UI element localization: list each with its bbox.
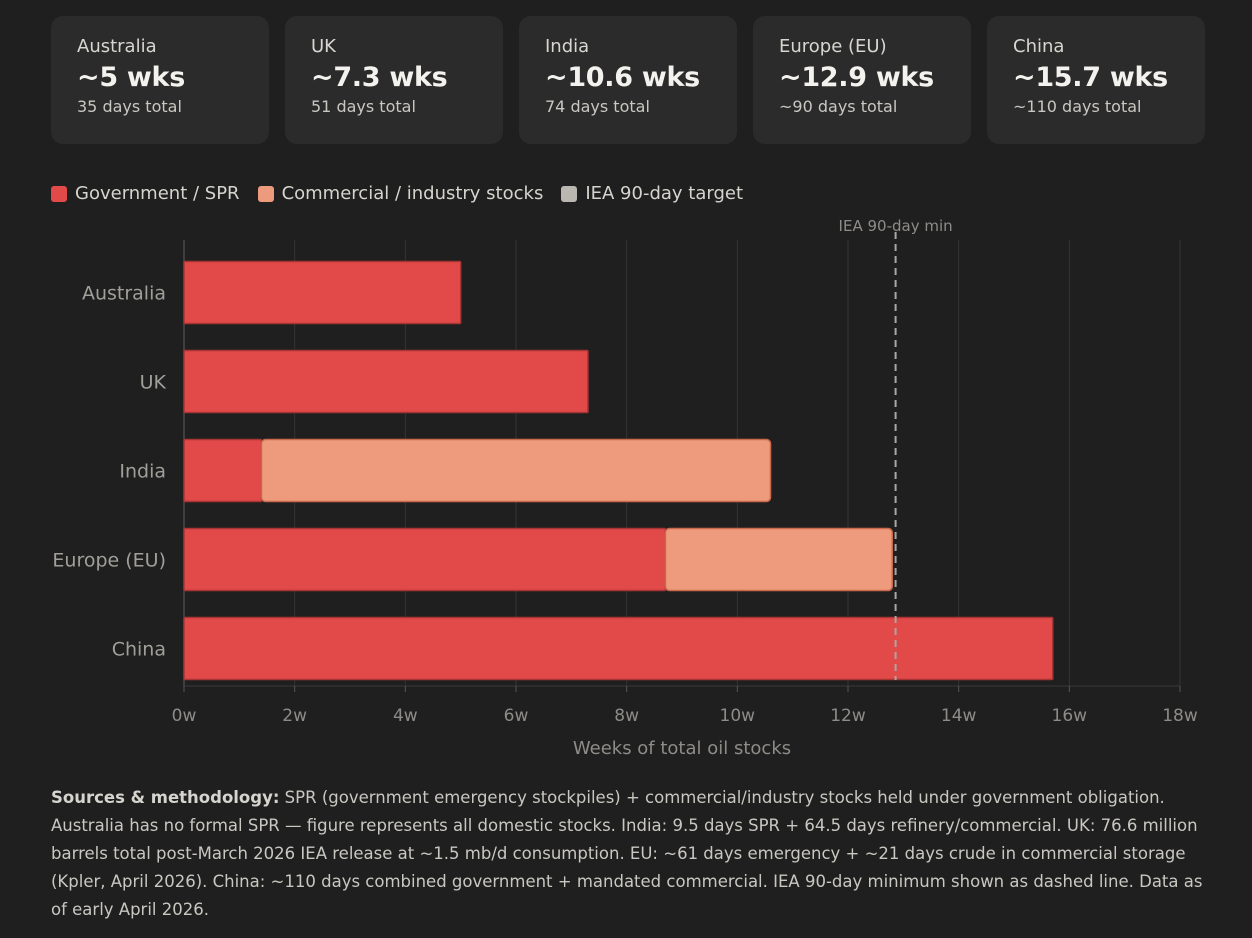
legend-label: Commercial / industry stocks bbox=[281, 183, 544, 204]
x-tick-label: 12w bbox=[830, 706, 866, 726]
card-country: Europe (EU) bbox=[779, 36, 887, 57]
sources-heading: Sources & methodology: bbox=[51, 788, 280, 807]
card-weeks: ~7.3 wks bbox=[311, 62, 448, 93]
x-tick-label: 10w bbox=[720, 706, 756, 726]
y-category-label: UK bbox=[140, 372, 167, 394]
legend-item-government: Government / SPR bbox=[51, 183, 240, 204]
legend-swatch bbox=[51, 185, 67, 202]
card-country: UK bbox=[311, 36, 336, 57]
legend-label: Government / SPR bbox=[75, 183, 240, 204]
bar-europe-eu--government bbox=[183, 527, 667, 592]
bar-australia-government bbox=[183, 260, 462, 325]
y-category-label: Australia bbox=[82, 283, 166, 305]
y-category-label: China bbox=[112, 639, 166, 661]
x-tick-label: 14w bbox=[941, 706, 977, 726]
summary-card-china: China ~15.7 wks ~110 days total bbox=[987, 16, 1205, 144]
summary-card-india: India ~10.6 wks 74 days total bbox=[519, 16, 737, 144]
legend-item-commercial: Commercial / industry stocks bbox=[257, 183, 544, 204]
stock-bar-chart: 0w 2w 4w 6w 8w 10w 12w 14w 16w 18w Australia UK Indi… bbox=[52, 217, 1198, 759]
card-days: ~90 days total bbox=[779, 97, 898, 116]
card-country: Australia bbox=[77, 36, 157, 57]
card-weeks: ~10.6 wks bbox=[545, 62, 700, 93]
x-tick-label: 18w bbox=[1162, 706, 1198, 726]
card-days: 51 days total bbox=[311, 97, 416, 116]
card-weeks: ~5 wks bbox=[77, 62, 185, 93]
bar-china-government bbox=[183, 616, 1054, 681]
x-tick-label: 8w bbox=[614, 706, 639, 726]
x-axis-title: Weeks of total oil stocks bbox=[573, 738, 791, 759]
card-days: 74 days total bbox=[545, 97, 650, 116]
legend-swatch bbox=[561, 185, 578, 202]
card-weeks: ~15.7 wks bbox=[1013, 62, 1168, 93]
iea-target-label: IEA 90-day min bbox=[839, 217, 953, 235]
legend-swatch bbox=[257, 185, 274, 202]
sources-text: SPR (government emergency stockpiles) + … bbox=[51, 788, 1203, 919]
bar-uk-government bbox=[183, 349, 589, 414]
x-tick-label: 2w bbox=[282, 706, 307, 726]
x-tick-label: 0w bbox=[172, 706, 197, 726]
sources-note: Sources & methodology: SPR (government e… bbox=[51, 784, 1211, 924]
summary-card-australia: Australia ~5 wks 35 days total bbox=[51, 16, 269, 144]
legend-label: IEA 90-day target bbox=[585, 183, 744, 204]
summary-card-uk: UK ~7.3 wks 51 days total bbox=[285, 16, 503, 144]
card-country: India bbox=[545, 36, 590, 57]
bar-india-government bbox=[183, 438, 263, 503]
card-days: ~110 days total bbox=[1013, 97, 1142, 116]
y-category-label: India bbox=[119, 461, 166, 483]
summary-cards: Australia ~5 wks 35 days total UK ~7.3 w… bbox=[51, 16, 1205, 144]
chart-legend: Government / SPR Commercial / industry s… bbox=[51, 183, 743, 204]
summary-card-europe: Europe (EU) ~12.9 wks ~90 days total bbox=[753, 16, 971, 144]
legend-item-iea-target: IEA 90-day target bbox=[561, 183, 743, 204]
card-country: China bbox=[1013, 36, 1065, 57]
card-days: 35 days total bbox=[77, 97, 182, 116]
card-weeks: ~12.9 wks bbox=[779, 62, 934, 93]
x-tick-label: 16w bbox=[1052, 706, 1088, 726]
bar-europe-eu--commercial bbox=[664, 527, 894, 592]
x-tick-label: 4w bbox=[393, 706, 418, 726]
x-tick-label: 6w bbox=[504, 706, 529, 726]
y-category-label: Europe (EU) bbox=[52, 550, 166, 572]
bar-india-commercial bbox=[260, 438, 772, 503]
